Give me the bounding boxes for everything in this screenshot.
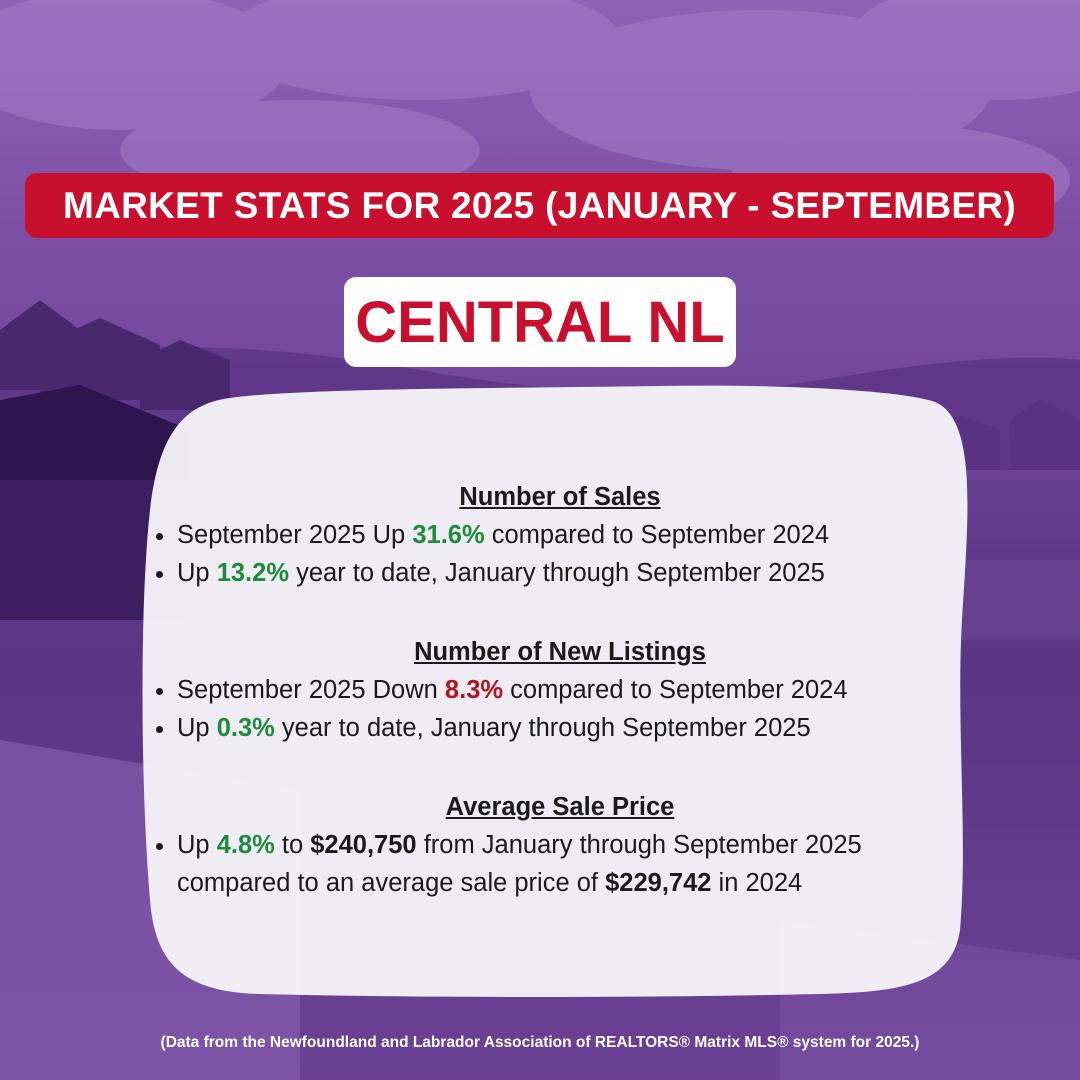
section-heading: Number of Sales <box>459 483 661 511</box>
section-heading: Number of New Listings <box>414 638 706 666</box>
sales-bullets: September 2025 Up 31.6% compared to Sept… <box>150 516 970 592</box>
price-bullets: Up 4.8% to $240,750 from January through… <box>150 826 970 902</box>
stats-content: Number of Sales September 2025 Up 31.6% … <box>150 478 970 943</box>
list-item: September 2025 Down 8.3% compared to Sep… <box>177 671 970 709</box>
section-heading: Average Sale Price <box>445 793 675 821</box>
list-item: Up 0.3% year to date, January through Se… <box>177 709 970 747</box>
listings-bullets: September 2025 Down 8.3% compared to Sep… <box>150 671 970 747</box>
list-item: Up 4.8% to $240,750 from January through… <box>177 826 970 902</box>
list-item: September 2025 Up 31.6% compared to Sept… <box>177 516 970 554</box>
new-listings-section: Number of New Listings September 2025 Do… <box>150 633 970 747</box>
data-source-footnote: (Data from the Newfoundland and Labrador… <box>160 1034 920 1051</box>
list-item: Up 13.2% year to date, January through S… <box>177 554 970 592</box>
sales-section: Number of Sales September 2025 Up 31.6% … <box>150 478 970 592</box>
title-banner: MARKET STATS FOR 2025 (JANUARY - SEPTEMB… <box>25 173 1054 238</box>
page-title: MARKET STATS FOR 2025 (JANUARY - SEPTEMB… <box>62 184 1017 226</box>
average-price-section: Average Sale Price Up 4.8% to $240,750 f… <box>150 788 970 902</box>
region-title: CENTRAL NL <box>355 289 725 355</box>
region-label-box: CENTRAL NL <box>344 277 736 367</box>
